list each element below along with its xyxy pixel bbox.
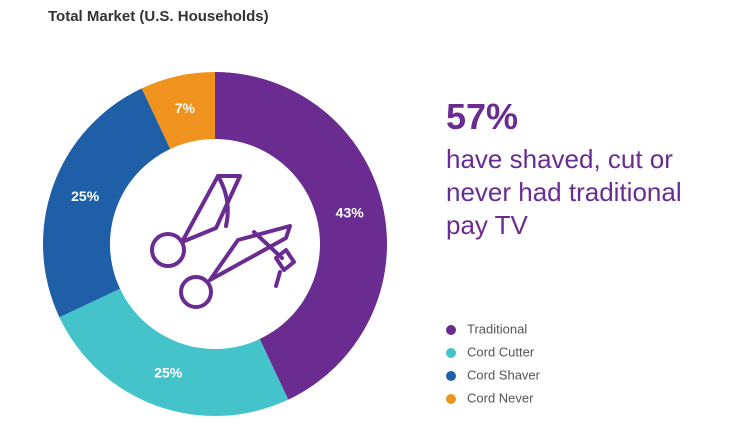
- data-label: 43%: [336, 205, 365, 221]
- legend-swatch: [446, 325, 456, 335]
- legend-label: Cord Shaver: [467, 367, 541, 382]
- legend-swatch: [446, 371, 456, 381]
- scissors-icon: [150, 174, 296, 309]
- legend-swatch: [446, 348, 456, 358]
- data-label: 25%: [154, 365, 183, 381]
- legend-swatch: [446, 394, 456, 404]
- data-label: 7%: [175, 100, 196, 116]
- legend-label: Cord Never: [467, 390, 534, 405]
- legend: Traditional Cord Cutter Cord Shaver Cord Ne…: [446, 321, 541, 405]
- chart-title: Total Market (U.S. Households): [48, 8, 269, 25]
- legend-label: Traditional: [467, 321, 527, 336]
- data-label: 25%: [71, 188, 100, 204]
- donut-hole: [110, 139, 320, 349]
- subheadline: have shaved, cut or never had traditiona…: [446, 144, 682, 240]
- legend-label: Cord Cutter: [467, 344, 535, 359]
- headline: 57%: [446, 96, 519, 137]
